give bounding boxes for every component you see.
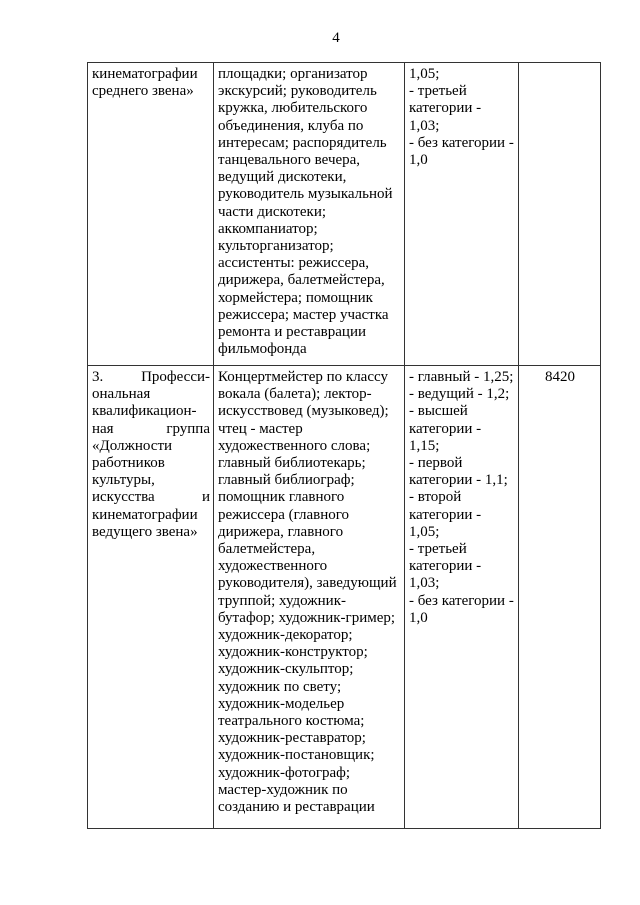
text-line: художественного — [218, 558, 328, 575]
text-line: культуры, — [92, 472, 155, 489]
text-line: 1,05; — [409, 66, 440, 82]
text-line: чтец - мастер — [218, 420, 303, 437]
text-line: - ведущий - 1,2; — [409, 386, 510, 403]
table-row: кинематографии среднего звена» площадки; … — [87, 62, 601, 366]
text-line: дирижера, балетмейстера, — [218, 272, 385, 289]
text-line: экскурсий; руководитель — [218, 83, 377, 100]
text-line: 1,03; — [409, 117, 440, 134]
qualification-group-cell: 3. Професси-ональная квалификацион-ная гр… — [87, 365, 214, 829]
text-line: - высшей — [409, 403, 468, 420]
text-line: художник-фотограф; — [218, 764, 351, 781]
text-line: руководителя), заведующий — [218, 575, 397, 592]
text-line: искусствовед (музыковед); — [218, 403, 389, 420]
text-line: искусства и — [92, 489, 210, 506]
salary-table: кинематографии среднего звена» площадки; … — [87, 62, 601, 829]
text-line: 1,05; — [409, 523, 440, 540]
text-line: режиссера (главного — [218, 506, 350, 523]
text-line: ассистенты: режиссера, — [218, 255, 370, 272]
text-line: - второй — [409, 489, 462, 506]
text-line: категории - — [409, 420, 482, 437]
text-line: главный библиограф; — [218, 472, 355, 489]
page-number: 4 — [332, 30, 340, 46]
text-line: мастер-художник по — [218, 781, 348, 798]
text-line: - главный - 1,25; — [409, 369, 514, 385]
text-line: 1,03; — [409, 575, 440, 592]
text-line: созданию и реставрации — [218, 799, 375, 816]
text-line: части дискотеки; — [218, 203, 327, 220]
text-line: фильмофонда — [218, 341, 307, 358]
positions-cell: Концертмейстер по классу вокала (балета);… — [213, 365, 405, 829]
text-line: ведущий дискотеки, — [218, 169, 347, 186]
text-line: кинематографии — [92, 66, 198, 82]
text-line: танцевального вечера, — [218, 152, 361, 169]
text-line: художественного слова; — [218, 437, 371, 454]
text-line: категории - — [409, 506, 482, 523]
text-line: главный библиотекарь; — [218, 455, 366, 472]
text-line: дирижера, главного — [218, 523, 344, 540]
text-line: театрального костюма; — [218, 713, 365, 730]
text-line: 1,15; — [409, 437, 440, 454]
text-line: - третьей — [409, 541, 467, 558]
text-line: работников — [92, 455, 165, 472]
text-line: категории - — [409, 100, 482, 117]
text-line: аккомпаниатор; — [218, 220, 318, 237]
text-line: художник-декоратор; — [218, 627, 353, 644]
positions-cell: площадки; организатор экскурсий; руководи… — [213, 62, 405, 366]
text-line: помощник главного — [218, 489, 345, 506]
text-line: режиссера; мастер участка — [218, 306, 389, 323]
text-line: 3. Професси- — [92, 369, 210, 385]
text-line: труппой; художник- — [218, 592, 346, 609]
text-line: хормейстера; помощник — [218, 289, 373, 306]
text-line: художник-конструктор; — [218, 644, 368, 661]
text-line: ональная — [92, 386, 151, 403]
text-line: культорганизатор; — [218, 238, 334, 255]
salary-cell — [518, 62, 601, 366]
text-line: ремонта и реставрации — [218, 324, 367, 341]
qualification-group-cell: кинематографии среднего звена» — [87, 62, 214, 366]
text-line: 1,0 — [409, 152, 428, 169]
text-line: кружка, любительского — [218, 100, 368, 117]
text-line: интересам; распорядитель — [218, 134, 387, 151]
text-line: ная группа — [92, 420, 210, 437]
text-line: художник-постановщик; — [218, 747, 375, 764]
text-line: Концертмейстер по классу — [218, 369, 388, 385]
text-line: художник-скульптор; — [218, 661, 354, 678]
text-line: площадки; организатор — [218, 66, 368, 82]
text-line: балетмейстера, — [218, 541, 316, 558]
text-line: категории - 1,1; — [409, 472, 508, 489]
text-line: художник-реставратор; — [218, 730, 366, 747]
text-line: объединения, клуба по — [218, 117, 364, 134]
text-line: категории - — [409, 558, 482, 575]
text-line: - без категории - — [409, 134, 514, 151]
text-line: руководитель музыкальной — [218, 186, 393, 203]
text-line: - первой — [409, 455, 463, 472]
text-line: - третьей — [409, 83, 467, 100]
text-line: бутафор; художник-гример; — [218, 609, 396, 626]
text-line: художник по свету; — [218, 678, 342, 695]
salary-cell: 8420 — [518, 365, 601, 829]
text-line: художник-модельер — [218, 695, 345, 712]
text-line: среднего звена» — [92, 83, 194, 100]
coefficients-cell: 1,05; - третьей категории -1,03; - без кате… — [404, 62, 519, 366]
coefficients-cell: - главный - 1,25; - ведущий - 1,2; - высше… — [404, 365, 519, 829]
text-line: - без категории - — [409, 592, 514, 609]
text-line: «Должности — [92, 437, 173, 454]
text-line: 1,0 — [409, 609, 428, 626]
text-line: ведущего звена» — [92, 523, 198, 540]
text-line: квалификацион- — [92, 403, 197, 420]
text-line: вокала (балета); лектор- — [218, 386, 372, 403]
text-line: кинематографии — [92, 506, 198, 523]
table-row: 3. Професси-ональная квалификацион-ная гр… — [87, 365, 601, 829]
